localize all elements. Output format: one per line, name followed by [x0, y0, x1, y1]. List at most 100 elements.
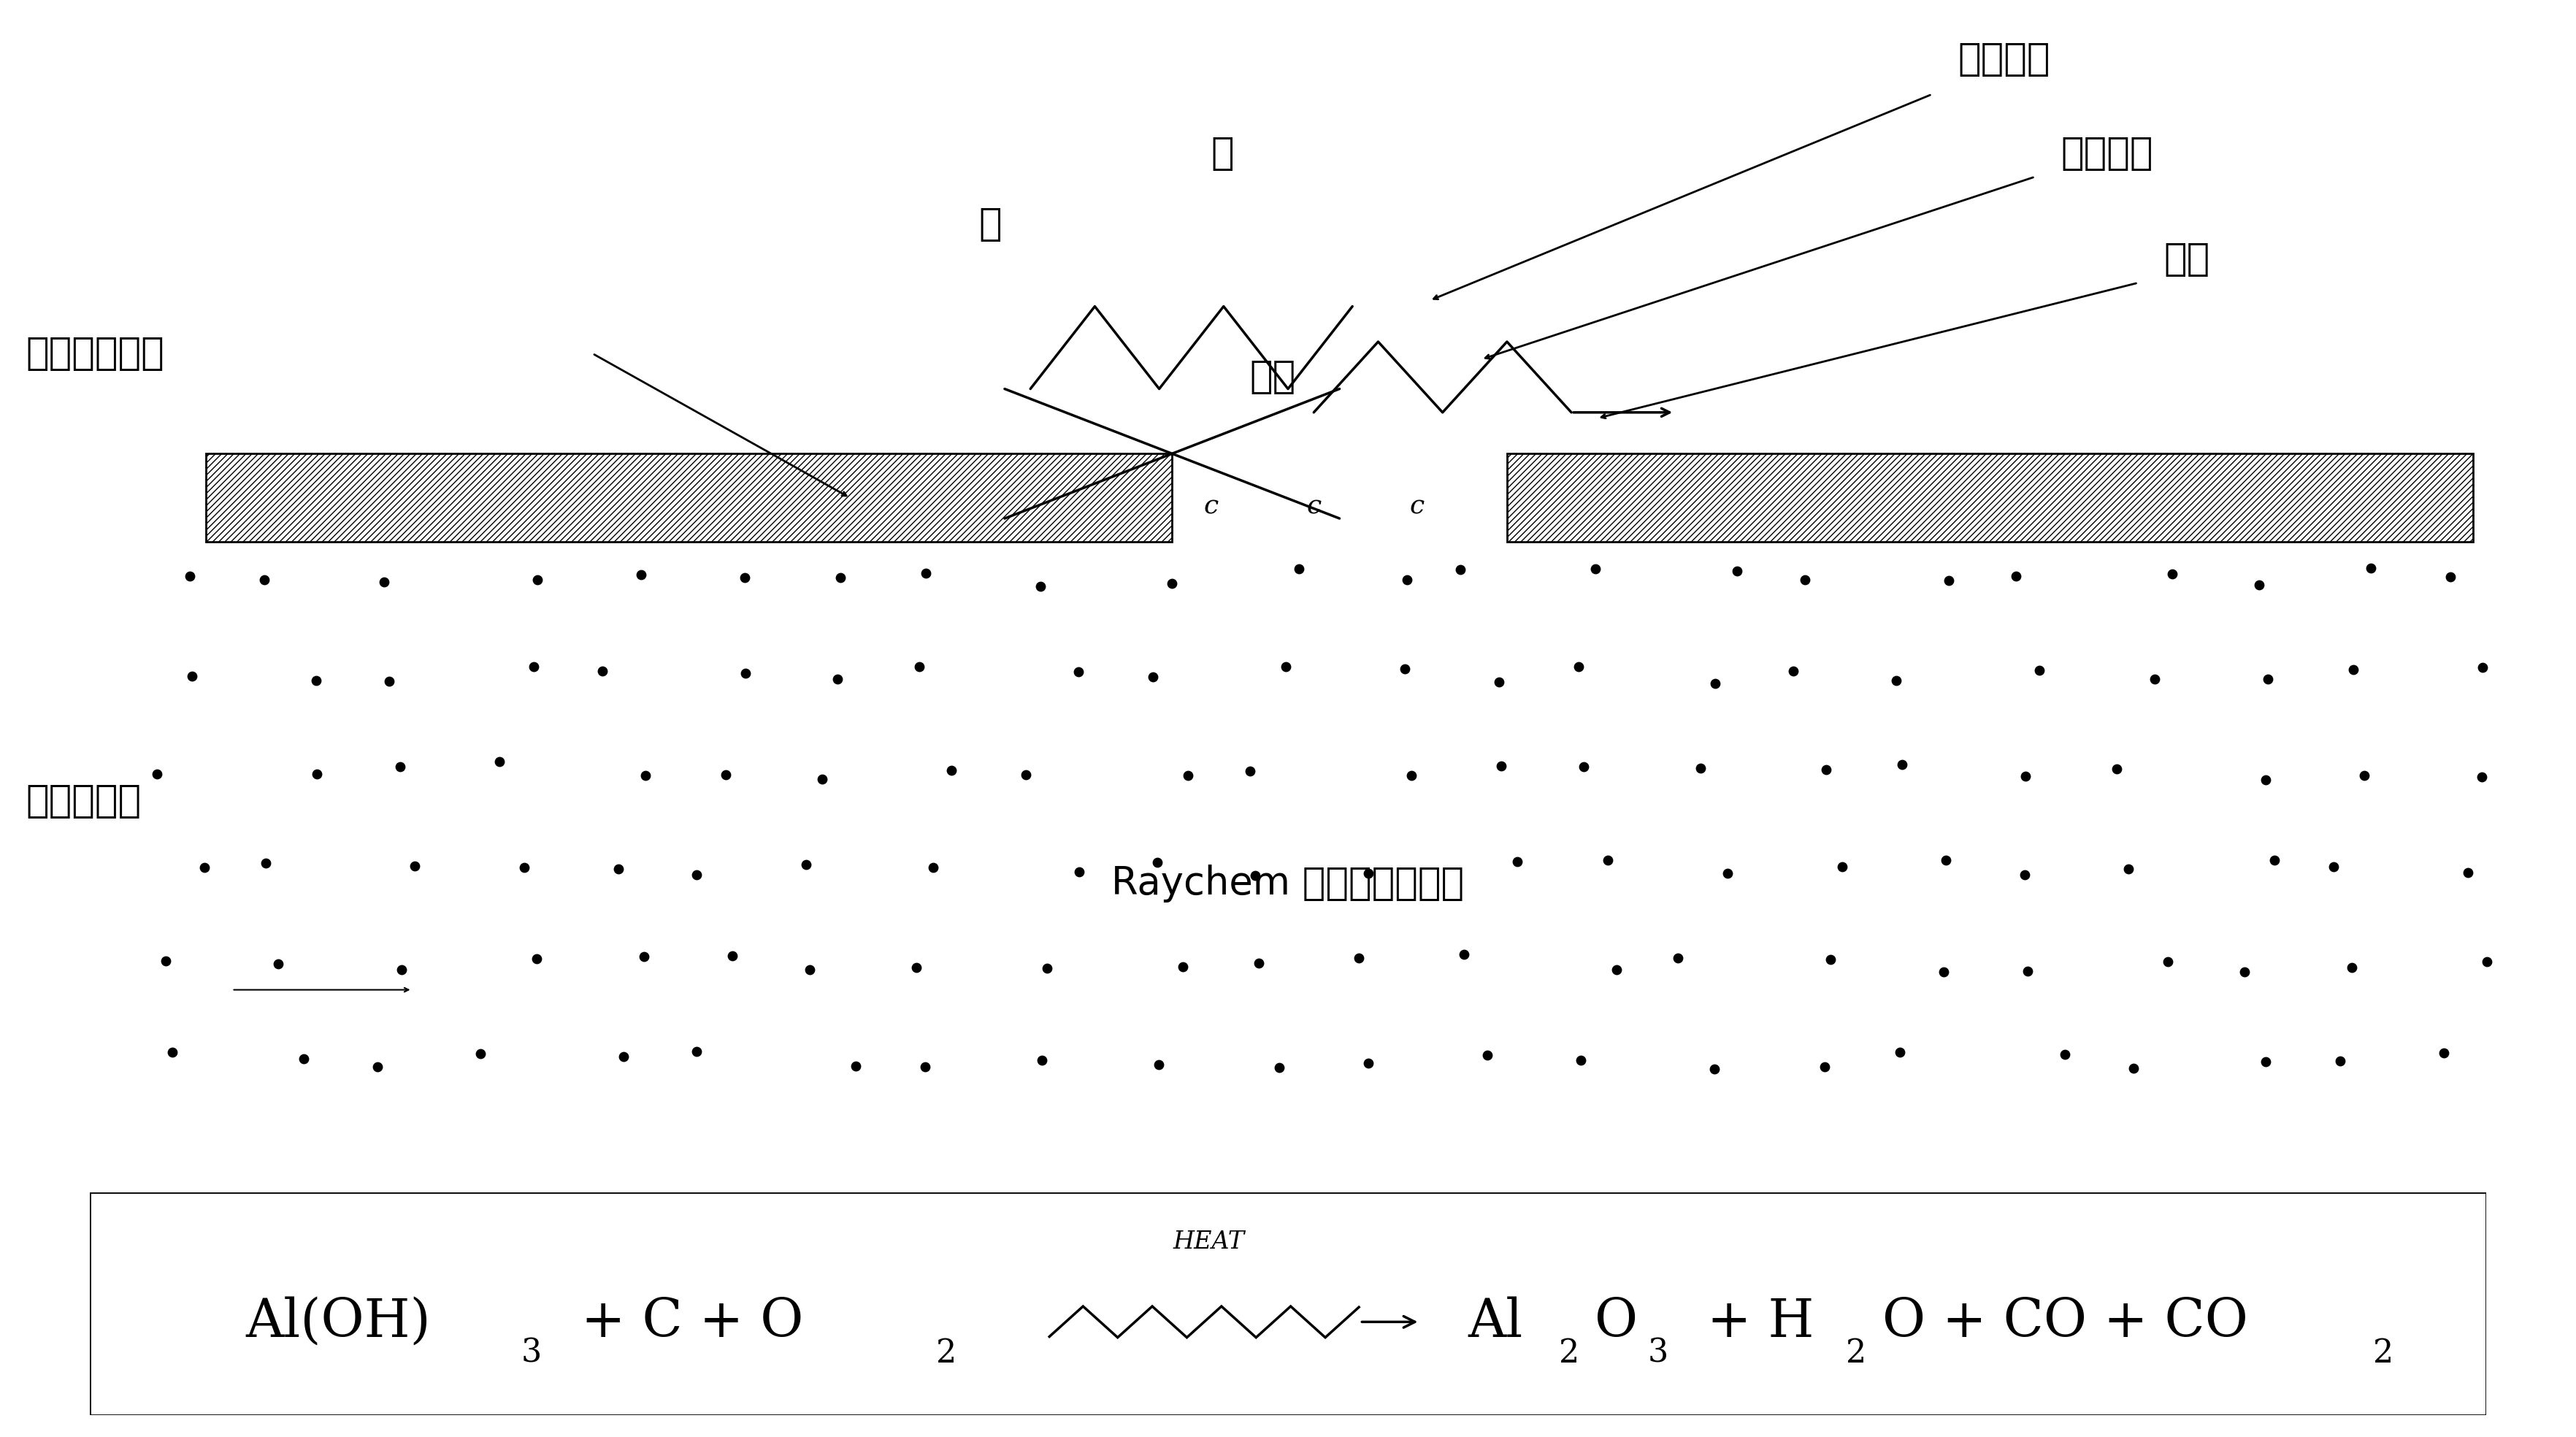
- Point: [394, 855, 435, 878]
- Point: [2321, 1049, 2362, 1072]
- Text: 2: 2: [1558, 1338, 1579, 1369]
- Point: [1234, 864, 1275, 887]
- Point: [1025, 957, 1066, 980]
- Point: [1151, 572, 1193, 595]
- Point: [1005, 763, 1046, 786]
- Text: 3: 3: [1649, 1338, 1669, 1369]
- Point: [786, 854, 827, 877]
- Point: [788, 958, 829, 981]
- Point: [368, 670, 410, 693]
- Point: [1924, 848, 1965, 871]
- Point: [1929, 569, 1971, 592]
- Text: Al: Al: [1468, 1296, 1522, 1348]
- Point: [2097, 757, 2138, 780]
- Point: [1656, 947, 1698, 970]
- Point: [1383, 657, 1425, 680]
- Point: [1479, 670, 1520, 693]
- Point: [170, 565, 211, 588]
- Text: c: c: [1306, 494, 1321, 519]
- Point: [1497, 849, 1538, 872]
- Point: [2447, 861, 2488, 884]
- Point: [2429, 566, 2470, 589]
- Point: [621, 563, 662, 586]
- Point: [1695, 671, 1736, 694]
- Point: [258, 951, 299, 974]
- Point: [1340, 947, 1381, 970]
- Point: [1059, 861, 1100, 884]
- Point: [1564, 754, 1605, 777]
- Point: [835, 1055, 876, 1078]
- Point: [2151, 562, 2192, 585]
- Point: [2313, 855, 2354, 878]
- Point: [358, 1056, 399, 1079]
- Point: [245, 852, 286, 875]
- Point: [1595, 958, 1636, 981]
- Point: [296, 670, 337, 693]
- Text: + H: + H: [1690, 1296, 1814, 1348]
- Point: [904, 1055, 945, 1078]
- Point: [137, 762, 178, 785]
- Point: [2007, 960, 2048, 983]
- Point: [801, 767, 842, 790]
- Point: [1561, 1049, 1602, 1072]
- Point: [296, 763, 337, 786]
- Point: [1806, 759, 1847, 782]
- Point: [1020, 575, 1061, 598]
- Point: [1059, 660, 1100, 683]
- Point: [598, 856, 639, 879]
- Point: [1133, 665, 1175, 688]
- Point: [2460, 766, 2501, 789]
- Text: O + CO + CO: O + CO + CO: [1883, 1296, 2249, 1348]
- Text: 導電性污染層: 導電性污染層: [26, 335, 165, 372]
- Point: [2223, 960, 2264, 983]
- Point: [1574, 558, 1615, 581]
- Point: [515, 568, 556, 591]
- Point: [1386, 569, 1427, 592]
- Point: [626, 764, 667, 787]
- Point: [1785, 568, 1826, 591]
- Point: [1020, 1049, 1061, 1072]
- Point: [2244, 769, 2285, 792]
- Point: [724, 566, 765, 589]
- Point: [379, 756, 420, 779]
- Text: 2: 2: [935, 1338, 956, 1369]
- Bar: [206, 454, 1172, 542]
- Point: [2349, 556, 2391, 579]
- Point: [896, 956, 938, 979]
- Point: [2344, 764, 2385, 787]
- Text: 熱能: 熱能: [1249, 358, 1296, 397]
- Point: [505, 856, 546, 879]
- Text: c: c: [1203, 494, 1218, 519]
- Point: [582, 660, 623, 683]
- Point: [623, 946, 665, 969]
- Point: [2148, 950, 2190, 973]
- Point: [1716, 559, 1757, 582]
- Point: [899, 655, 940, 678]
- Point: [1257, 1056, 1298, 1079]
- Point: [1880, 1040, 1922, 1063]
- Text: O: O: [1595, 1296, 1638, 1348]
- Point: [904, 562, 945, 585]
- Text: 氧: 氧: [1211, 134, 1234, 172]
- Point: [144, 950, 185, 973]
- Point: [2424, 1042, 2465, 1065]
- Point: [1440, 558, 1481, 581]
- Point: [2254, 849, 2295, 872]
- Point: [1772, 660, 1814, 683]
- Point: [1391, 764, 1432, 787]
- Point: [1443, 943, 1484, 966]
- Point: [2004, 764, 2045, 787]
- Point: [1265, 655, 1306, 678]
- Point: [819, 566, 860, 589]
- Point: [706, 763, 747, 786]
- Point: [513, 655, 554, 678]
- Point: [1821, 855, 1862, 878]
- Point: [817, 667, 858, 690]
- Point: [1468, 1043, 1510, 1066]
- Point: [675, 1040, 716, 1063]
- Point: [2136, 668, 2177, 691]
- Text: 2: 2: [1847, 1338, 1868, 1369]
- Point: [1924, 960, 1965, 983]
- Text: Raychem 高壓熱塑性材料: Raychem 高壓熱塑性材料: [1113, 865, 1463, 902]
- Point: [173, 665, 214, 688]
